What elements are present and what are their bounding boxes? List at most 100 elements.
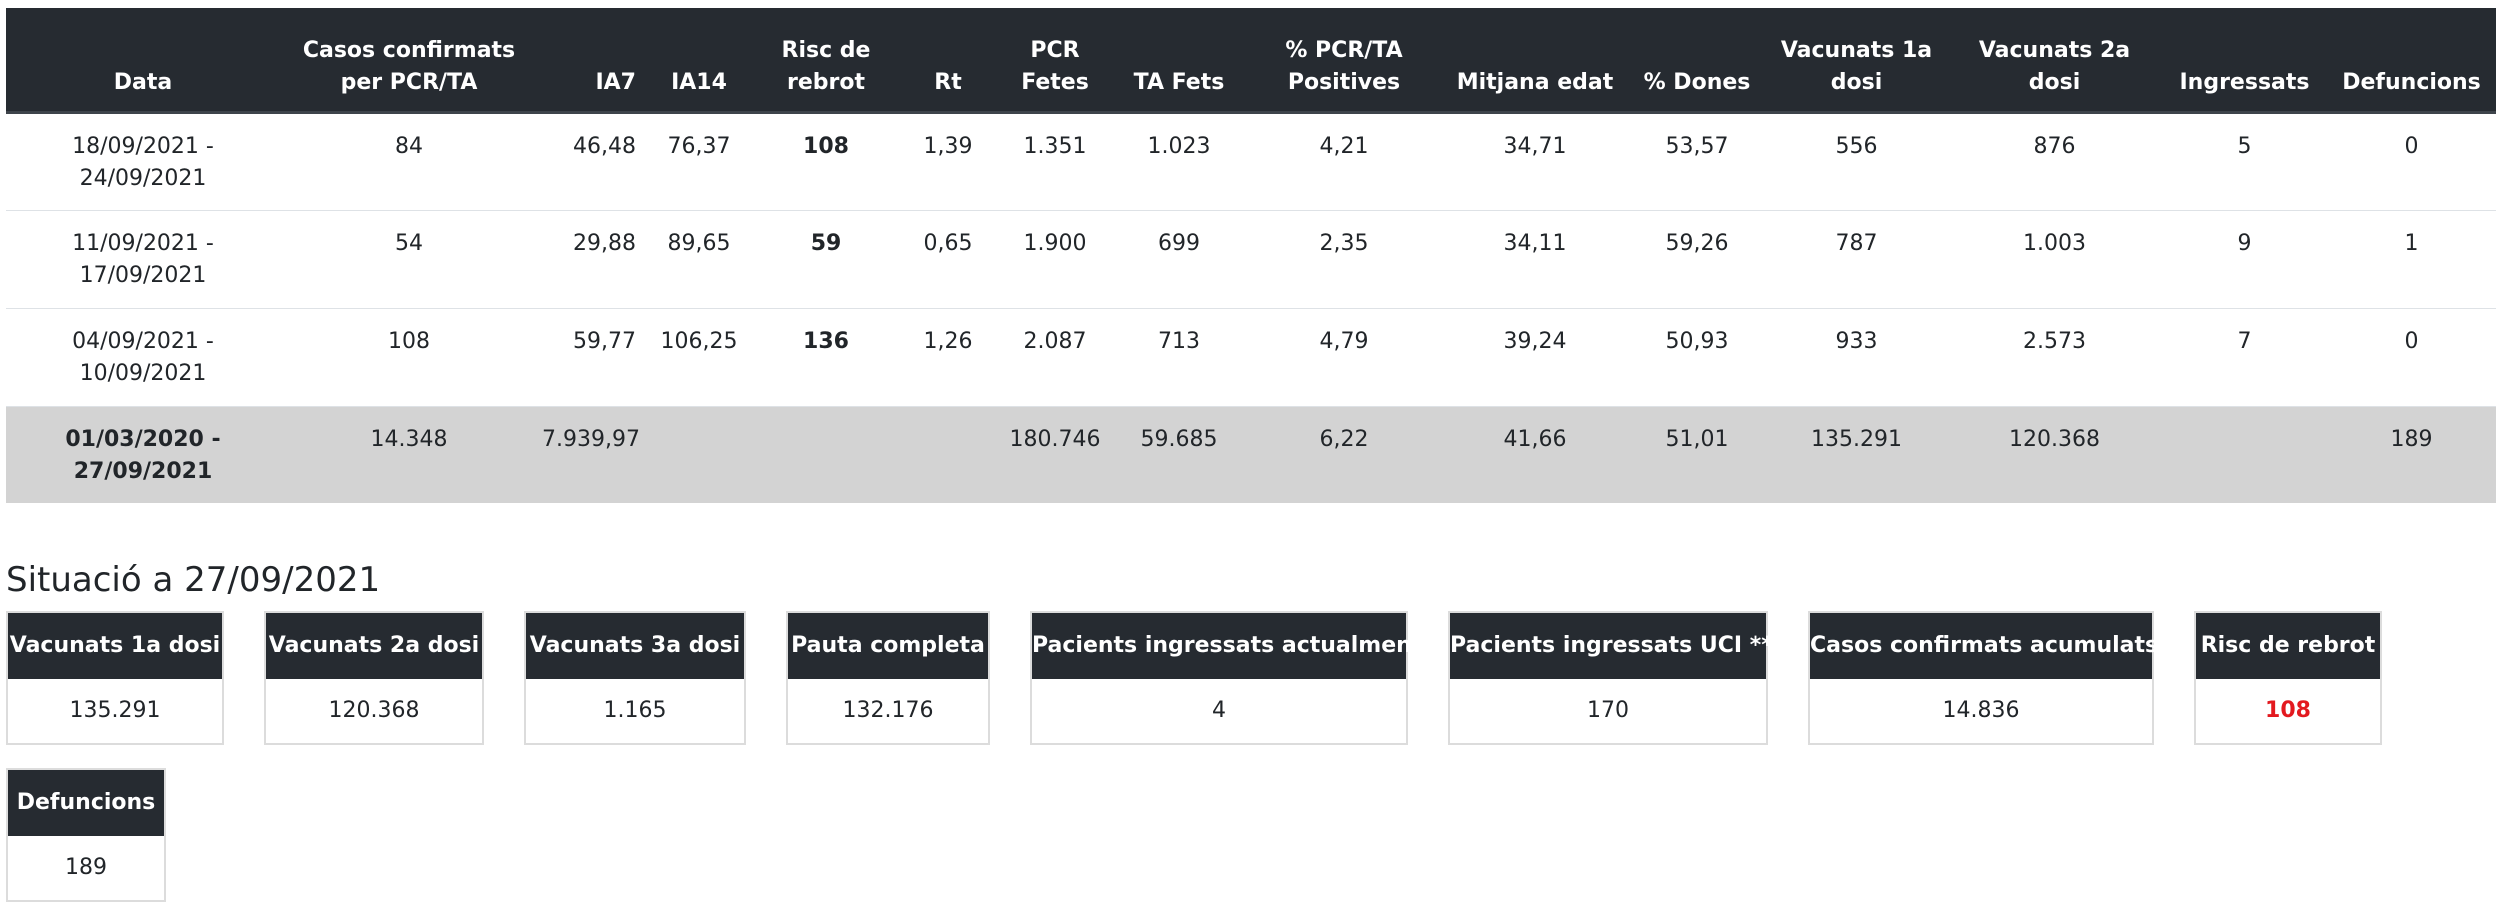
cell-date: 04/09/2021 - 10/09/2021 [6,308,280,407]
cell-risc [754,406,898,503]
cell-ia14: 89,65 [644,210,754,309]
card-defuncions: Defuncions 189 [6,768,166,902]
col-header-ta: TA Fets [1112,8,1246,114]
cell-ingressats [2162,406,2327,503]
cell-casos: 54 [280,210,538,309]
cell-dones: 53,57 [1628,112,1766,211]
cell-ingressats: 5 [2162,112,2327,211]
col-header-pcr: PCR Fetes [998,8,1112,114]
cell-pcr: 2.087 [998,308,1112,407]
col-header-risc: Risc de rebrot [754,8,898,114]
cell-risc: 136 [754,308,898,407]
table-row: 18/09/2021 - 24/09/2021 84 46,48 76,37 1… [6,112,2496,211]
col-header-vac1: Vacunats 1a dosi [1766,8,1947,114]
cell-ta: 699 [1112,210,1246,309]
cell-date: 18/09/2021 - 24/09/2021 [6,112,280,211]
card-value: 4 [1212,698,1226,723]
card-label: Pauta completa [788,613,988,679]
cell-casos: 84 [280,112,538,211]
cell-pos: 2,35 [1246,210,1442,309]
cell-risc: 108 [754,112,898,211]
table-row: 04/09/2021 - 10/09/2021 108 59,77 106,25… [6,308,2496,407]
cell-rt: 1,26 [898,308,998,407]
cell-rt [898,406,998,503]
card-pacients-uci: Pacients ingressats UCI ** 170 [1448,611,1773,745]
card-pacients-ingressats: Pacients ingressats actualment 4 [1030,611,1422,745]
col-header-edat: Mitjana edat [1442,8,1628,114]
card-pauta-completa: Pauta completa 132.176 [786,611,990,745]
cell-pos: 4,21 [1246,112,1442,211]
stats-table-container: Data Casos confirmats per PCR/TA IA7 IA1… [6,8,2496,503]
cell-vac2: 2.573 [1947,308,2162,407]
card-value: 135.291 [69,698,161,723]
card-value: 14.836 [1942,698,2020,723]
cell-casos: 14.348 [280,406,538,503]
col-header-ia14: IA14 [644,8,754,114]
cell-ia14: 106,25 [644,308,754,407]
weekly-stats-table: Data Casos confirmats per PCR/TA IA7 IA1… [6,8,2496,503]
cell-date: 11/09/2021 - 17/09/2021 [6,210,280,309]
card-label: Vacunats 2a dosi [266,613,482,679]
table-header-row: Data Casos confirmats per PCR/TA IA7 IA1… [6,8,2496,114]
cell-ia7: 59,77 [538,308,644,407]
table-total-row: 01/03/2020 - 27/09/2021 14.348 7.939,97 … [6,406,2496,503]
card-casos-acumulats: Casos confirmats acumulats 14.836 [1808,611,2158,745]
col-header-pos: % PCR/TA Positives [1246,8,1442,114]
card-label: Pacients ingressats UCI ** [1450,613,1773,679]
cell-vac1: 787 [1766,210,1947,309]
cell-ingressats: 7 [2162,308,2327,407]
col-header-casos: Casos confirmats per PCR/TA [280,8,538,114]
cell-vac1: 556 [1766,112,1947,211]
cell-vac2: 1.003 [1947,210,2162,309]
card-risc-rebrot: Risc de rebrot 108 [2194,611,2382,745]
cell-edat: 39,24 [1442,308,1628,407]
cell-vac2: 120.368 [1947,406,2162,503]
cell-rt: 0,65 [898,210,998,309]
card-label: Vacunats 1a dosi [8,613,222,679]
cell-defuncions: 0 [2327,112,2496,211]
cell-ia7: 46,48 [538,112,644,211]
card-label: Casos confirmats acumulats [1810,613,2158,679]
cell-ia14 [644,406,754,503]
cell-vac1: 135.291 [1766,406,1947,503]
cell-pos: 6,22 [1246,406,1442,503]
cell-date: 01/03/2020 - 27/09/2021 [6,406,280,503]
col-header-defuncions: Defuncions [2327,8,2496,114]
card-label: Pacients ingressats actualment [1032,613,1422,679]
card-label: Defuncions [8,770,164,836]
cell-dones: 50,93 [1628,308,1766,407]
situacio-heading: Situació a 27/09/2021 [6,560,381,600]
cell-ingressats: 9 [2162,210,2327,309]
cell-pcr: 180.746 [998,406,1112,503]
card-vacunats-1a-dosi: Vacunats 1a dosi 135.291 [6,611,224,745]
col-header-ingressats: Ingressats [2162,8,2327,114]
cell-defuncions: 189 [2327,406,2496,503]
cell-ta: 59.685 [1112,406,1246,503]
cell-defuncions: 1 [2327,210,2496,309]
col-header-rt: Rt [898,8,998,114]
cell-rt: 1,39 [898,112,998,211]
cell-pcr: 1.351 [998,112,1112,211]
cell-edat: 34,71 [1442,112,1628,211]
col-header-dones: % Dones [1628,8,1766,114]
cell-ia7: 7.939,97 [538,406,644,503]
cell-ta: 1.023 [1112,112,1246,211]
card-value: 132.176 [842,698,934,723]
table-row: 11/09/2021 - 17/09/2021 54 29,88 89,65 5… [6,210,2496,309]
cell-vac1: 933 [1766,308,1947,407]
cell-ia14: 76,37 [644,112,754,211]
cell-edat: 34,11 [1442,210,1628,309]
cell-edat: 41,66 [1442,406,1628,503]
cell-ia7: 29,88 [538,210,644,309]
cell-casos: 108 [280,308,538,407]
card-value: 1.165 [603,698,667,723]
cell-dones: 51,01 [1628,406,1766,503]
cell-dones: 59,26 [1628,210,1766,309]
card-vacunats-2a-dosi: Vacunats 2a dosi 120.368 [264,611,484,745]
cell-ta: 713 [1112,308,1246,407]
cell-vac2: 876 [1947,112,2162,211]
cell-pcr: 1.900 [998,210,1112,309]
col-header-data: Data [6,8,280,114]
card-label: Vacunats 3a dosi [526,613,744,679]
cell-defuncions: 0 [2327,308,2496,407]
